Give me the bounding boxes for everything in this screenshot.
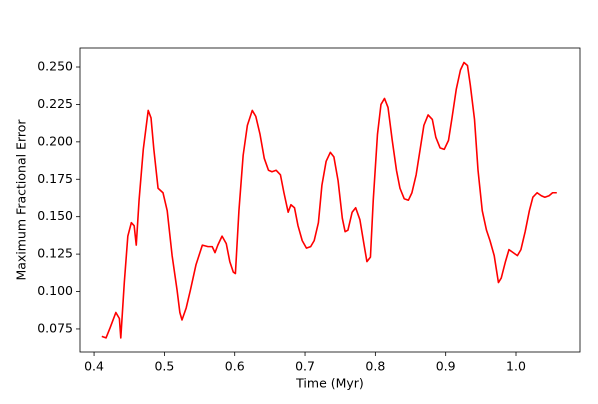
plot-frame: [79, 47, 581, 353]
y-tick-label: 0.200: [37, 133, 73, 148]
y-axis-label: Maximum Fractional Error: [14, 119, 29, 281]
y-tick-label: 0.225: [37, 96, 73, 111]
y-tick-label: 0.175: [37, 171, 73, 186]
data-line: [101, 61, 557, 339]
y-tick-label: 0.150: [37, 208, 73, 223]
x-tick-label: 0.4: [84, 359, 104, 374]
y-tick-label: 0.100: [37, 283, 73, 298]
x-tick-label: 0.9: [436, 359, 456, 374]
y-tick-label: 0.250: [37, 59, 73, 74]
y-tick-label: 0.125: [37, 246, 73, 261]
x-tick-label: 0.5: [154, 359, 174, 374]
x-axis-label: Time (Myr): [295, 376, 364, 391]
x-tick-label: 0.7: [295, 359, 315, 374]
x-tick-label: 0.6: [225, 359, 245, 374]
x-tick-label: 1.0: [506, 359, 526, 374]
x-tick-label: 0.8: [365, 359, 385, 374]
y-tick-label: 0.075: [37, 320, 73, 335]
